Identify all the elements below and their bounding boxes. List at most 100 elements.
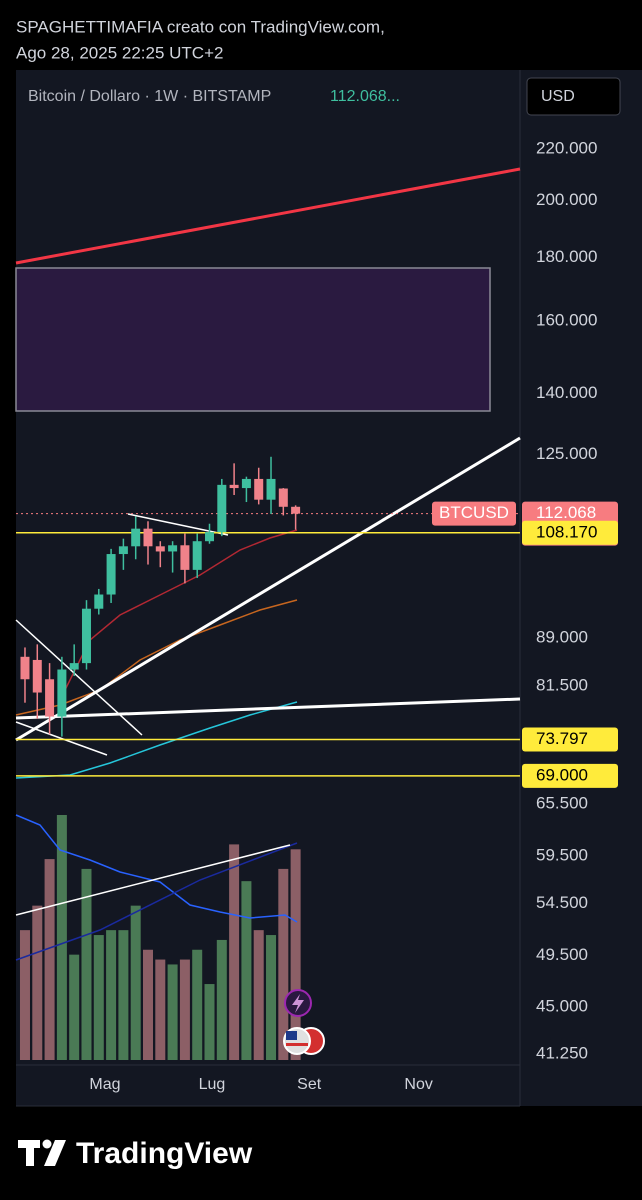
x-tick-label: Set	[297, 1076, 322, 1093]
candle-body	[131, 528, 141, 547]
candle-body	[241, 478, 251, 489]
logo-mark	[42, 1139, 52, 1149]
candle-body	[45, 679, 55, 717]
volume-bar	[278, 868, 289, 1060]
candle-body	[229, 484, 239, 489]
price-label: 108.170	[536, 522, 597, 541]
lightning-icon	[292, 994, 304, 1013]
y-tick-label: 200.000	[536, 190, 597, 209]
volume-bar	[179, 959, 190, 1060]
drawing-box	[15, 267, 491, 412]
currency-label: USD	[541, 88, 575, 105]
candle-body	[155, 546, 165, 552]
y-tick-label: 81.500	[536, 675, 588, 694]
logo-mark	[44, 1140, 66, 1166]
trend-line	[127, 513, 229, 536]
last-price-legend: 112.068...	[330, 88, 400, 105]
flag-icon	[286, 1031, 297, 1040]
y-tick-label: 89.000	[536, 628, 588, 647]
volume-bar	[32, 905, 43, 1060]
y-tick-label: 59.500	[536, 845, 588, 864]
candle-body	[168, 545, 178, 552]
candle-body	[254, 478, 264, 500]
candle-body	[81, 608, 91, 664]
volume-bar	[216, 939, 227, 1060]
volume-bar	[19, 930, 30, 1060]
y-tick-label: 220.000	[536, 138, 597, 157]
volume-bar	[167, 964, 178, 1060]
y-tick-label: 54.500	[536, 893, 588, 912]
volume-bar	[93, 935, 104, 1060]
volume-bar	[81, 868, 92, 1060]
y-tick-label: 45.000	[536, 996, 588, 1015]
x-tick-label: Lug	[199, 1076, 226, 1093]
trend-line	[15, 721, 108, 756]
volume-pane	[19, 815, 301, 1060]
candle-body	[291, 506, 301, 514]
candle-body	[32, 659, 42, 693]
price-label-box	[522, 763, 618, 788]
candle-body	[57, 669, 67, 717]
y-tick-label: 49.500	[536, 945, 588, 964]
axes: 220.000 200.000 180.000 160.000 140.000 125.0…	[89, 138, 618, 1093]
candle-body	[20, 656, 30, 680]
price-label: 69.000	[536, 765, 588, 784]
candle-body	[106, 554, 116, 595]
volume-bar	[118, 930, 129, 1060]
moving-average	[15, 599, 298, 716]
currency-button[interactable]	[526, 77, 621, 116]
volume-bar	[44, 859, 55, 1060]
price-label: 73.797	[536, 729, 588, 748]
volume-bar	[130, 905, 141, 1060]
candles	[20, 456, 301, 737]
indicator-line	[15, 814, 298, 923]
candle-body	[69, 663, 79, 670]
indicator-line	[15, 842, 298, 961]
y-tick-label: 140.000	[536, 383, 597, 402]
flag-icon	[286, 1043, 308, 1046]
price-label: 112.068	[536, 503, 596, 522]
candle-body	[266, 478, 276, 500]
volume-bar	[253, 930, 264, 1060]
trend-line	[15, 619, 143, 736]
volume-bar	[229, 844, 240, 1060]
trend-line	[15, 167, 521, 265]
volume-bar	[106, 930, 117, 1060]
brand: TradingView	[76, 1137, 253, 1170]
candle-body	[205, 532, 215, 542]
y-tick-label: 180.000	[536, 247, 597, 266]
moving-average	[15, 701, 298, 779]
price-label-box	[522, 520, 618, 545]
y-tick-label: 65.500	[536, 793, 588, 812]
candle-body	[217, 484, 227, 533]
candle-body	[278, 488, 288, 507]
moving-average	[64, 529, 298, 691]
x-tick-label: Mag	[89, 1076, 120, 1093]
author-line: SPAGHETTIMAFIA creato con TradingView.co…	[16, 17, 385, 36]
trend-line	[15, 844, 291, 916]
y-tick-label: 160.000	[536, 311, 597, 330]
y-tick-label: 41.250	[536, 1043, 588, 1062]
volume-bar	[142, 949, 153, 1060]
symbol-tag	[432, 501, 516, 526]
price-label-box	[522, 727, 618, 752]
volume-bar	[204, 984, 215, 1060]
trend-line	[15, 697, 521, 720]
candle-body	[143, 528, 153, 547]
x-tick-label: Nov	[404, 1076, 432, 1093]
candle-body	[180, 545, 190, 570]
volume-bar	[155, 959, 166, 1060]
candle-body	[192, 541, 202, 570]
symbol-legend: Bitcoin / Dollaro · 1W · BITSTAMP	[28, 88, 271, 105]
symbol-tag-label: BTCUSD	[439, 503, 509, 522]
date-line: Ago 28, 2025 22:25 UTC+2	[16, 43, 223, 62]
volume-bar	[241, 881, 252, 1060]
volume-bar	[56, 815, 67, 1060]
volume-bar	[290, 849, 301, 1060]
candle-body	[118, 546, 128, 555]
y-tick-label: 125.000	[536, 444, 597, 463]
candle-body	[94, 594, 104, 609]
logo-mark	[26, 1140, 34, 1166]
volume-bar	[69, 954, 80, 1060]
